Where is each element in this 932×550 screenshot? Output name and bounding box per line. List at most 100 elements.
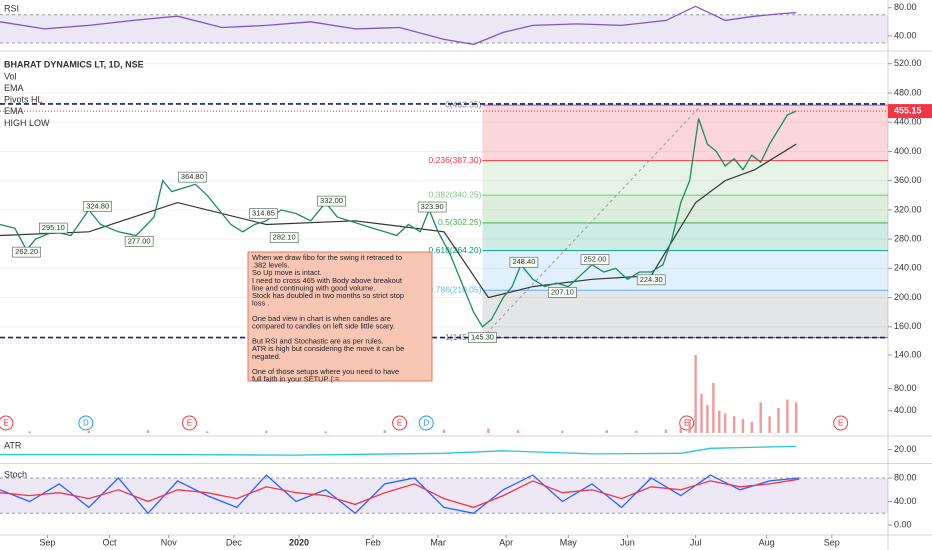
x-tick-label: Sep bbox=[39, 537, 55, 547]
x-tick-label: Feb bbox=[365, 537, 381, 547]
note-line: One bad view in chart is when candles ar… bbox=[252, 314, 391, 323]
pivot-label: 145.30 bbox=[471, 333, 494, 342]
pivot-box bbox=[509, 256, 539, 268]
fib-label: 0.236(387.30) bbox=[429, 155, 482, 165]
fib-zone bbox=[482, 160, 888, 196]
pivot-label: 332.00 bbox=[320, 196, 343, 205]
last-price-box bbox=[888, 104, 932, 119]
volume-bar bbox=[688, 419, 691, 433]
y-tick-label: 80.00 bbox=[894, 472, 917, 482]
note-line: full faith in your SETUP (:= bbox=[252, 375, 339, 384]
last-price-label: 455.15 bbox=[894, 105, 922, 115]
x-tick-label: Jul bbox=[690, 537, 702, 547]
event-label: E bbox=[187, 419, 192, 428]
volume-bar bbox=[768, 416, 771, 433]
pivot-box bbox=[83, 201, 112, 212]
event-label: E bbox=[3, 419, 8, 428]
pivot-label: 207.10 bbox=[551, 287, 574, 296]
event-marker bbox=[0, 415, 14, 431]
note-line: negated. bbox=[252, 352, 281, 361]
pivot-label: 323.90 bbox=[421, 202, 444, 211]
volume-bar bbox=[605, 430, 608, 433]
event-label: E bbox=[397, 419, 402, 428]
volume-bar bbox=[712, 382, 715, 433]
y-tick-label: 160.00 bbox=[894, 321, 922, 331]
volume-bar bbox=[635, 430, 638, 433]
pivot-label: 324.80 bbox=[86, 201, 109, 210]
volume-bar bbox=[383, 430, 386, 433]
note-line: So Up move is intact. bbox=[252, 268, 322, 277]
note-line: loss . bbox=[252, 299, 269, 308]
volume-bar bbox=[786, 399, 789, 433]
x-tick-label: Sep bbox=[824, 537, 840, 547]
x-tick-label: May bbox=[560, 537, 578, 547]
y-tick-label: 80.00 bbox=[894, 383, 917, 393]
y-tick-label: 40.00 bbox=[894, 30, 917, 40]
volume-bar bbox=[795, 402, 798, 433]
pivot-box bbox=[580, 254, 610, 265]
series-line bbox=[0, 5, 797, 46]
pivot-box bbox=[417, 201, 447, 213]
volume-bar bbox=[206, 431, 209, 433]
y-tick-label: 40.00 bbox=[894, 405, 917, 415]
x-tick-label: Dec bbox=[226, 537, 243, 547]
fib-label: 0.382(340.25) bbox=[429, 189, 482, 199]
y-tick-label: 40.00 bbox=[894, 496, 917, 506]
volume-bar bbox=[718, 410, 721, 433]
pivot-box bbox=[249, 208, 278, 219]
fib-zone bbox=[482, 222, 888, 251]
volume-bar bbox=[28, 431, 31, 433]
pivot-label: 277.00 bbox=[128, 236, 151, 245]
indicator-label: Vol bbox=[4, 71, 17, 81]
event-label: D bbox=[83, 419, 89, 428]
y-tick-label: 280.00 bbox=[894, 233, 922, 243]
y-tick-label: 480.00 bbox=[894, 87, 922, 97]
volume-bar bbox=[87, 430, 90, 433]
volume-bar bbox=[265, 430, 268, 433]
trend-line bbox=[482, 104, 702, 338]
event-label: D bbox=[423, 419, 429, 428]
volume-bar bbox=[487, 428, 490, 433]
note-line: Stock has doubled in two months so stric… bbox=[252, 291, 404, 300]
ema-line bbox=[0, 143, 797, 299]
volume-bar bbox=[324, 431, 327, 433]
volume-bar bbox=[146, 430, 150, 433]
volume-bar bbox=[679, 426, 682, 433]
note-box bbox=[247, 251, 433, 382]
event-marker bbox=[833, 415, 849, 431]
symbol-title: BHARAT DYNAMICS LT, 1D, NSE bbox=[4, 59, 144, 69]
pane: 140.00 80.00 40.00 bbox=[28, 349, 922, 433]
y-tick-label: 360.00 bbox=[894, 175, 922, 185]
indicator-label: EMA bbox=[4, 83, 24, 93]
series-line bbox=[0, 110, 797, 328]
pivot-box bbox=[124, 236, 154, 247]
pivot-label: 262.20 bbox=[15, 247, 38, 256]
pivot-box bbox=[636, 274, 666, 286]
event-label: E bbox=[838, 419, 843, 428]
pivot-box bbox=[468, 332, 497, 343]
pivot-box bbox=[269, 232, 299, 243]
y-tick-label: 80.00 bbox=[894, 2, 917, 12]
pivot-box bbox=[178, 171, 207, 183]
pivot-label: 295.10 bbox=[42, 223, 65, 232]
y-tick-label: 320.00 bbox=[894, 204, 922, 214]
note-line: .382 levels. bbox=[252, 261, 289, 270]
fib-zone bbox=[482, 195, 888, 223]
fib-label: 0.618(264.20) bbox=[429, 245, 482, 255]
pane-title: ATR bbox=[4, 440, 22, 450]
y-tick-label: 20.00 bbox=[894, 444, 917, 454]
fib-label: 1(145.30) bbox=[445, 332, 482, 342]
x-tick-label: Mar bbox=[430, 537, 446, 547]
pane-title: RSI bbox=[4, 3, 19, 13]
pane: 80.00 40.00 RSI bbox=[0, 2, 917, 46]
pivot-label: 252.00 bbox=[583, 255, 606, 264]
indicator-label: Pivots HL bbox=[4, 95, 43, 105]
y-tick-label: 140.00 bbox=[894, 349, 922, 359]
volume-bar bbox=[741, 419, 745, 433]
event-marker bbox=[181, 415, 197, 431]
note-line: I need to cross 465 with Body above brea… bbox=[252, 276, 402, 285]
volume-bar bbox=[694, 355, 697, 433]
event-label: E bbox=[684, 419, 689, 428]
note-line: line and continuing with good volume. bbox=[252, 283, 375, 292]
note-line: compared to candles on left side little … bbox=[252, 321, 395, 330]
